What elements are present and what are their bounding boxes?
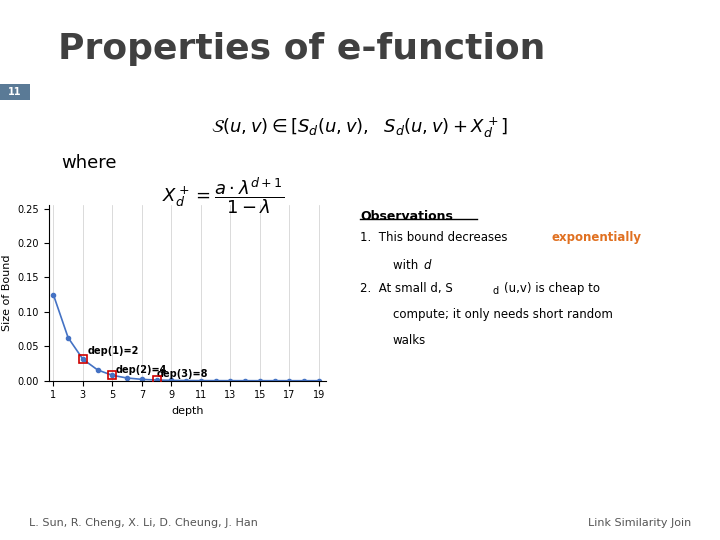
Y-axis label: Size of Bound: Size of Bound	[2, 255, 12, 331]
Text: where: where	[61, 154, 117, 172]
Text: 2.  At small d, S: 2. At small d, S	[360, 282, 453, 295]
Text: 11: 11	[9, 87, 22, 97]
Text: dep(2)=4: dep(2)=4	[115, 364, 167, 375]
Text: L. Sun, R. Cheng, X. Li, D. Cheung, J. Han: L. Sun, R. Cheng, X. Li, D. Cheung, J. H…	[29, 518, 258, 528]
Text: d: d	[424, 259, 431, 272]
Text: Link Similarity Join: Link Similarity Join	[588, 518, 691, 528]
Text: dep(1)=2: dep(1)=2	[87, 346, 139, 356]
Text: with: with	[393, 259, 422, 272]
Text: 1.  This bound decreases: 1. This bound decreases	[360, 231, 511, 244]
Text: $X_d^+ = \dfrac{a \cdot \lambda^{d+1}}{1 - \lambda}$: $X_d^+ = \dfrac{a \cdot \lambda^{d+1}}{1…	[162, 176, 284, 217]
X-axis label: depth: depth	[171, 406, 204, 416]
Text: $\mathcal{S}(u,v) \in [S_d(u,v),\ \ S_d(u,v) + X_d^+]$: $\mathcal{S}(u,v) \in [S_d(u,v),\ \ S_d(…	[212, 116, 508, 140]
Text: d: d	[493, 286, 499, 295]
Text: dep(3)=8: dep(3)=8	[156, 369, 208, 379]
Text: Properties of e-function: Properties of e-function	[58, 32, 545, 66]
Text: Observations: Observations	[360, 210, 453, 223]
Text: compute; it only needs short random: compute; it only needs short random	[393, 308, 613, 321]
Text: walks: walks	[393, 334, 426, 347]
Text: (u,v) is cheap to: (u,v) is cheap to	[504, 282, 600, 295]
FancyBboxPatch shape	[0, 84, 30, 100]
Text: exponentially: exponentially	[551, 231, 641, 244]
